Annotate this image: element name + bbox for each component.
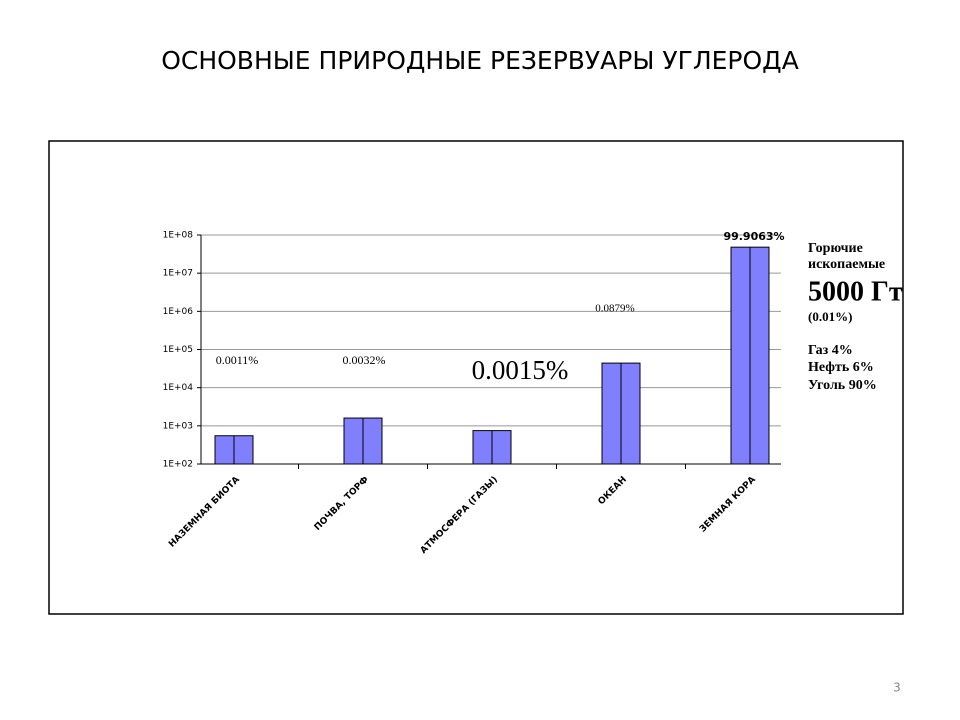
- y-tick-label: 1E+03: [163, 421, 193, 431]
- annotation: 0.0032%: [343, 353, 386, 367]
- side-note: Нефть 6%: [808, 360, 874, 375]
- side-note: Горючие: [808, 241, 863, 256]
- y-tick-label: 1E+02: [163, 460, 193, 470]
- side-note: ископаемые: [808, 257, 885, 272]
- page-number: 3: [893, 681, 901, 695]
- annotation: 0.0015%: [472, 355, 569, 385]
- side-note: Газ 4%: [808, 343, 853, 358]
- y-tick-label: 1E+07: [163, 269, 193, 279]
- slide-title: ОСНОВНЫЕ ПРИРОДНЫЕ РЕЗЕРВУАРЫ УГЛЕРОДА: [161, 46, 799, 75]
- annotation: 99.9063%: [723, 230, 784, 243]
- side-note: Уголь 90%: [808, 378, 877, 393]
- side-note: (0.01%): [808, 309, 852, 324]
- side-note: 5000 Гт: [808, 276, 903, 307]
- y-tick-label: 1E+08: [163, 231, 194, 241]
- annotation: 0.0879%: [595, 303, 634, 315]
- y-tick-label: 1E+04: [163, 383, 194, 393]
- y-tick-label: 1E+06: [163, 307, 194, 317]
- annotation: 0.0011%: [216, 353, 259, 367]
- y-tick-label: 1E+05: [163, 345, 193, 355]
